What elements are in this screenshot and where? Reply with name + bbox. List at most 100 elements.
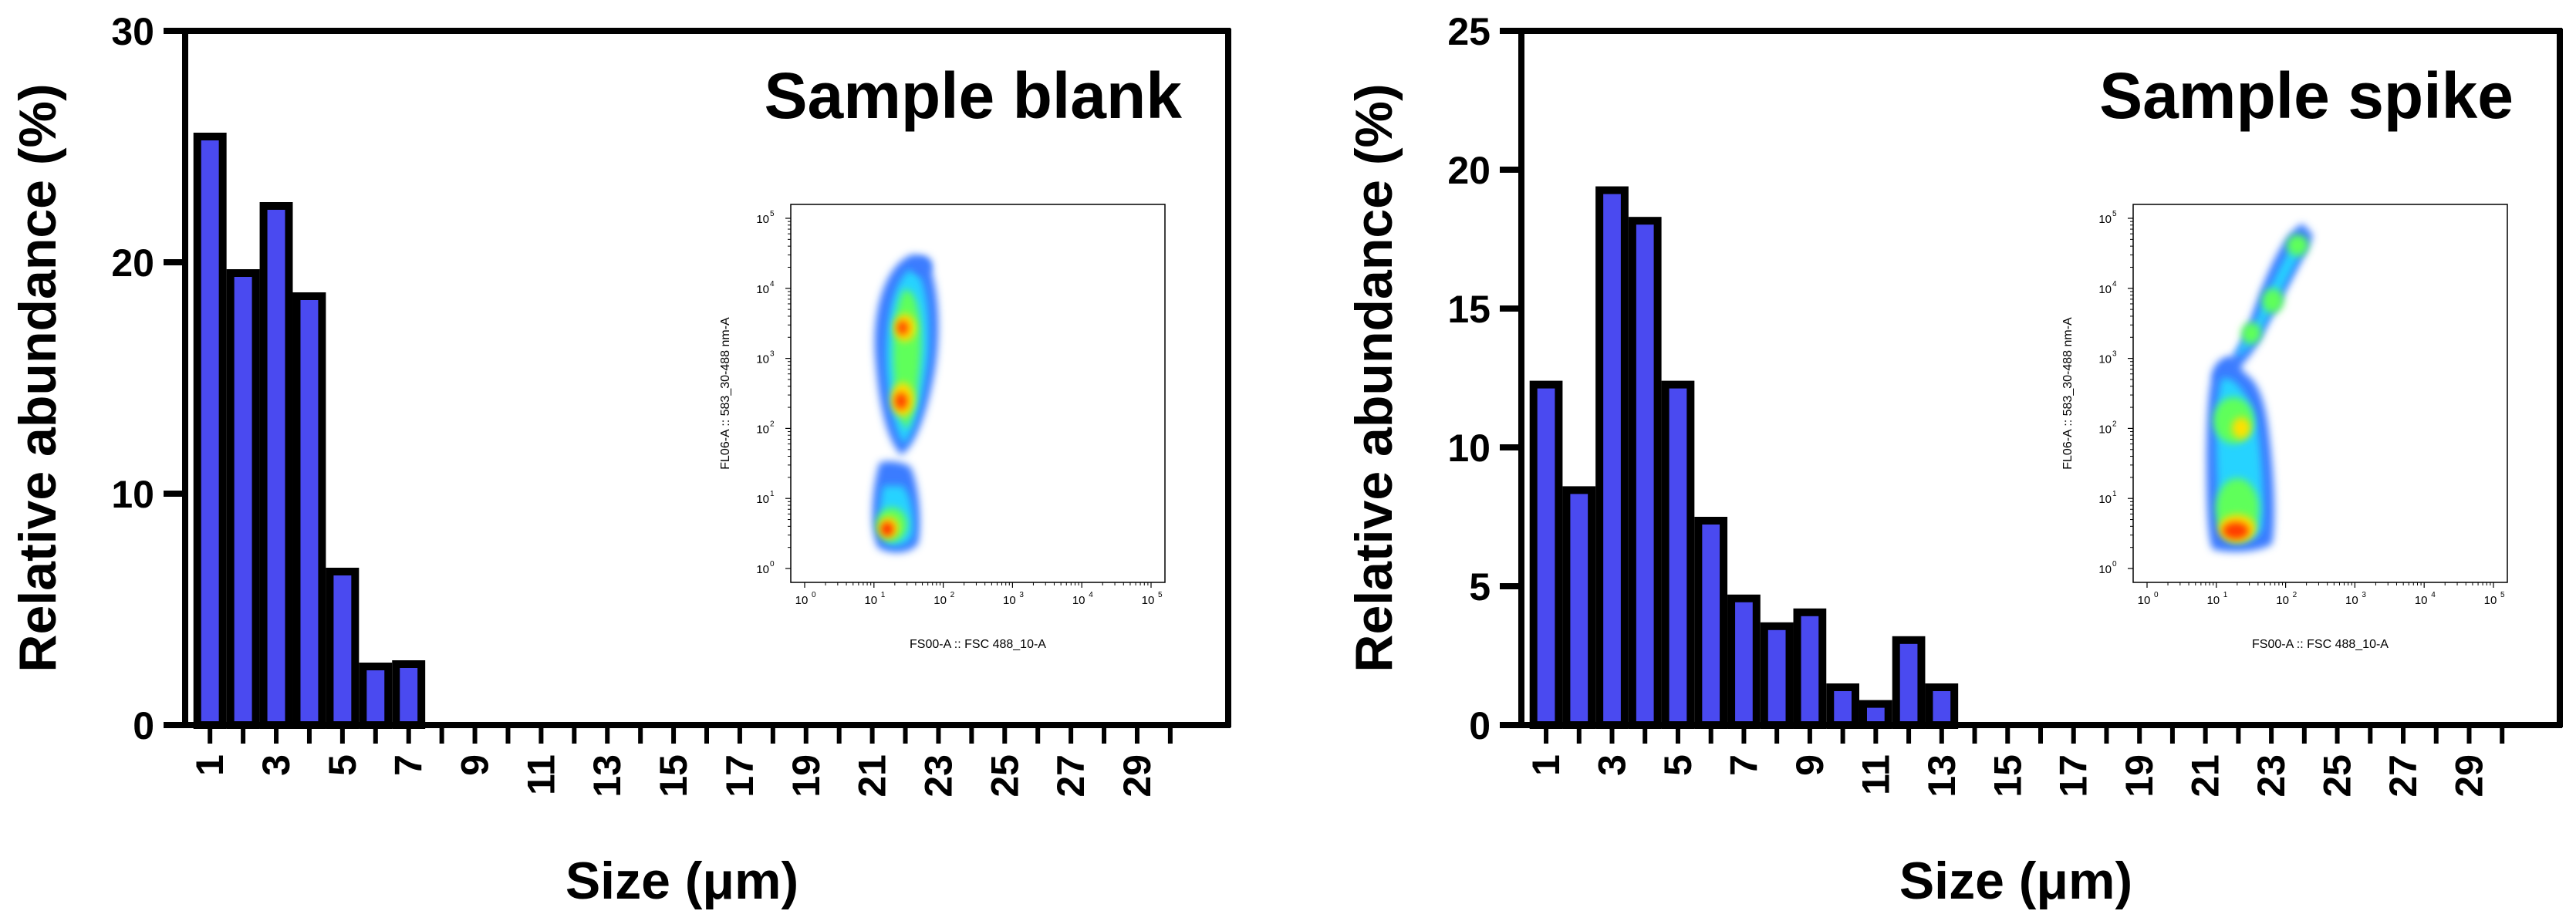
inset-x-tick-exponent: 4 xyxy=(2431,591,2436,599)
y-ticks: 0 5 10 15 20 25 xyxy=(1447,10,1521,747)
y-tick-label: 25 xyxy=(1447,10,1491,53)
bar xyxy=(1826,683,1859,729)
inset-density-plot: 10 010 010 110 110 210 210 310 310 410 410 510 5 FS0… xyxy=(719,204,1166,651)
inset-x-tick-label: 10 xyxy=(2206,594,2220,607)
inset-x-tick-label: 10 xyxy=(2484,594,2497,607)
bar xyxy=(1760,622,1794,729)
x-tick-label: 15 xyxy=(652,754,695,798)
inset-x-tick-exponent: 5 xyxy=(1158,591,1163,599)
y-tick-label: 5 xyxy=(1469,565,1491,609)
inset-x-tick-exponent: 3 xyxy=(2362,591,2366,599)
inset-y-tick-label: 10 xyxy=(756,423,769,436)
bar xyxy=(292,292,326,729)
x-tick-label: 25 xyxy=(2316,754,2359,798)
x-tick-label: 27 xyxy=(1049,754,1092,798)
bar xyxy=(1694,517,1728,729)
x-tick-label: 9 xyxy=(1788,754,1832,776)
y-tick-label: 20 xyxy=(111,241,154,285)
bar-series xyxy=(193,133,426,729)
inset-y-tick-label: 10 xyxy=(756,283,769,296)
panel-title: Sample blank xyxy=(764,59,1182,132)
x-tick-label: 1 xyxy=(1524,754,1568,776)
inset-x-tick-label: 10 xyxy=(1072,594,1085,607)
inset-x-tick-label: 10 xyxy=(2276,594,2289,607)
x-tick-label: 9 xyxy=(454,754,497,776)
bar xyxy=(1727,594,1761,729)
inset-y-tick-label: 10 xyxy=(756,493,769,506)
y-tick-label: 20 xyxy=(1447,149,1491,192)
bar xyxy=(1892,636,1926,729)
inset-x-tick-label: 10 xyxy=(2138,594,2151,607)
bar-series xyxy=(1529,186,1959,730)
x-tick-label: 23 xyxy=(2250,754,2293,798)
inset-x-tick-exponent: 1 xyxy=(881,591,886,599)
bar xyxy=(359,663,393,729)
inset-x-tick-label: 10 xyxy=(934,594,947,607)
inset-y-tick-exponent: 2 xyxy=(770,420,775,428)
inset-y-tick-exponent: 4 xyxy=(2112,280,2117,288)
x-tick-label: 5 xyxy=(1656,754,1700,776)
x-tick-label: 21 xyxy=(2184,754,2227,798)
inset-y-tick-label: 10 xyxy=(2098,283,2112,296)
inset-frame xyxy=(790,204,1166,583)
inset-y-tick-exponent: 0 xyxy=(770,560,775,568)
x-tick-label: 25 xyxy=(983,754,1026,798)
inset-y-tick-exponent: 5 xyxy=(2112,210,2117,218)
inset-x-axis-title: FS00-A :: FSC 488_10-A xyxy=(2252,638,2389,651)
bar xyxy=(326,568,360,729)
x-tick-label: 19 xyxy=(785,754,828,798)
inset-x-tick-label: 10 xyxy=(795,594,809,607)
density-population-main xyxy=(2206,224,2313,552)
inset-x-tick-exponent: 2 xyxy=(950,591,955,599)
bar xyxy=(1628,217,1662,729)
bar xyxy=(1925,683,1959,729)
inset-x-axis-title: FS00-A :: FSC 488_10-A xyxy=(910,638,1046,651)
inset-x-tick-exponent: 2 xyxy=(2293,591,2297,599)
y-tick-label: 10 xyxy=(111,473,154,516)
bar xyxy=(1562,486,1596,730)
inset-x-tick-exponent: 0 xyxy=(812,591,816,599)
inset-ticks: 10 010 010 110 110 210 210 310 310 410 410 510 5 xyxy=(2098,210,2505,607)
inset-y-tick-label: 10 xyxy=(2098,423,2112,436)
density-population-lower xyxy=(872,460,920,553)
x-tick-label: 23 xyxy=(917,754,960,798)
bar xyxy=(1859,700,1892,729)
bar xyxy=(259,202,293,729)
inset-ticks: 10 010 010 110 110 210 210 310 310 410 410 510 5 xyxy=(756,210,1163,607)
inset-y-tick-label: 10 xyxy=(756,563,769,576)
bar xyxy=(226,269,260,729)
x-tick-label: 3 xyxy=(1591,754,1634,776)
y-axis-title: Relative abundance (%) xyxy=(1345,83,1403,672)
inset-density-blobs xyxy=(872,255,939,553)
x-tick-label: 21 xyxy=(851,754,894,798)
inset-y-tick-exponent: 3 xyxy=(2112,350,2117,359)
inset-y-axis-title: FL06-A :: 583_30-488 nm-A xyxy=(719,317,732,470)
x-tick-label: 19 xyxy=(2118,754,2161,798)
y-tick-label: 30 xyxy=(111,10,154,53)
y-axis-title: Relative abundance (%) xyxy=(8,83,67,672)
inset-y-tick-exponent: 1 xyxy=(2112,490,2117,498)
bar xyxy=(1661,380,1695,729)
inset-y-tick-exponent: 3 xyxy=(770,350,775,359)
inset-x-tick-exponent: 0 xyxy=(2154,591,2159,599)
bar xyxy=(1529,380,1563,729)
inset-x-tick-exponent: 4 xyxy=(1089,591,1093,599)
x-tick-label: 15 xyxy=(1986,754,2029,798)
inset-y-tick-label: 10 xyxy=(2098,213,2112,226)
x-tick-label: 13 xyxy=(1920,754,1963,798)
inset-x-tick-label: 10 xyxy=(1003,594,1016,607)
bar xyxy=(193,133,227,729)
bar xyxy=(1595,186,1629,730)
inset-x-tick-exponent: 5 xyxy=(2500,591,2505,599)
density-population-upper xyxy=(874,255,939,455)
inset-density-plot: 10 010 010 110 110 210 210 310 310 410 410 510 5 FS0… xyxy=(2061,204,2508,651)
inset-x-tick-label: 10 xyxy=(2415,594,2428,607)
y-ticks: 0 10 20 30 xyxy=(111,10,185,747)
inset-y-tick-exponent: 5 xyxy=(770,210,775,218)
inset-y-tick-label: 10 xyxy=(756,353,769,366)
inset-y-tick-exponent: 2 xyxy=(2112,420,2117,428)
y-tick-label: 10 xyxy=(1447,427,1491,470)
x-tick-label: 3 xyxy=(255,754,298,776)
